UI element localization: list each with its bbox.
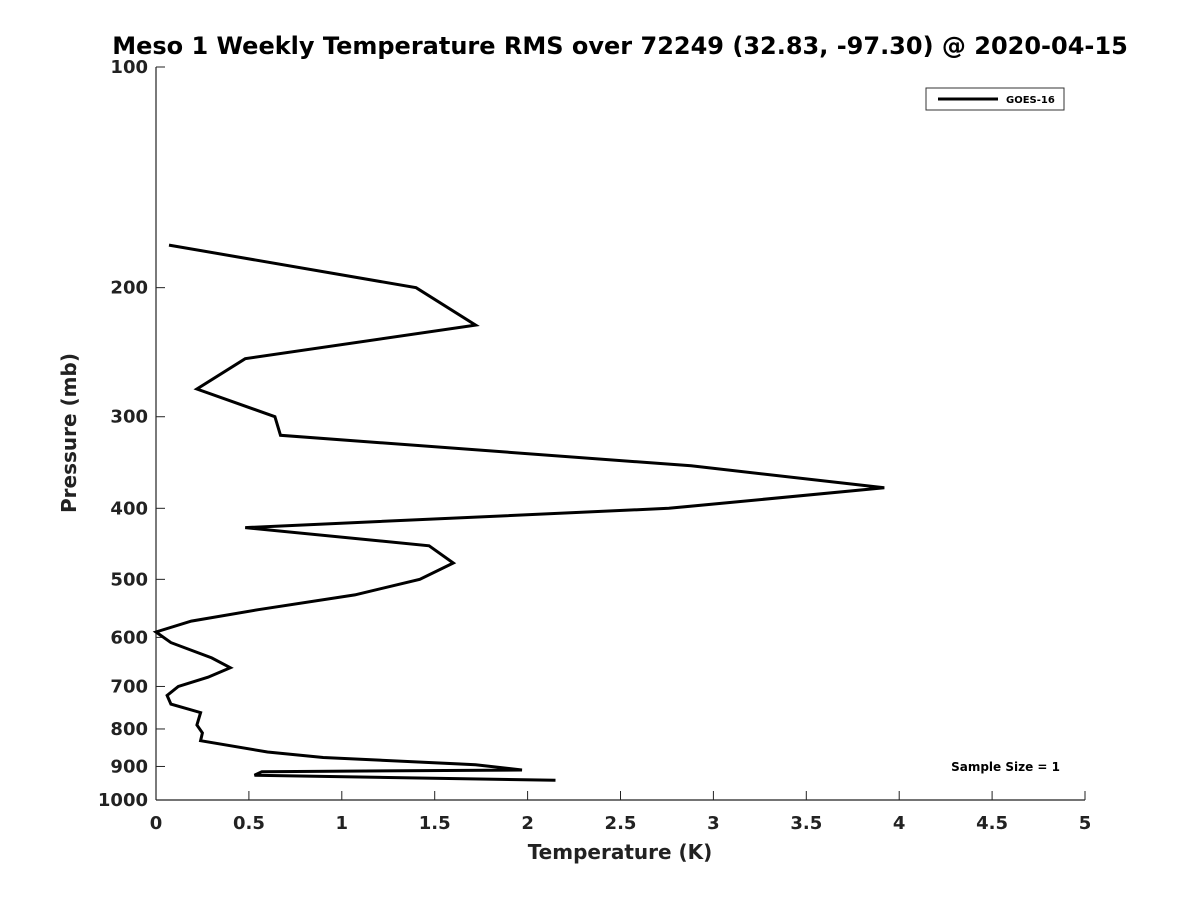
series-line-goes-16 [152, 243, 885, 782]
y-tick-label: 200 [110, 278, 148, 299]
legend: GOES-16 [925, 87, 1065, 111]
x-tick-label: 3 [707, 813, 720, 834]
x-tick-label: 0 [150, 813, 163, 834]
x-tick-label: 5 [1079, 813, 1092, 834]
y-tick-label: 700 [110, 676, 148, 697]
x-tick-label: 4 [893, 813, 906, 834]
x-tick-label: 1 [336, 813, 349, 834]
y-tick-label: 500 [110, 569, 148, 590]
y-tick-label: 1000 [98, 790, 148, 811]
x-tick-label: 1.5 [419, 813, 451, 834]
series-layer [152, 243, 885, 782]
y-tick-label: 600 [110, 627, 148, 648]
x-tick-label: 3.5 [790, 813, 822, 834]
y-tick-label: 400 [110, 498, 148, 519]
y-tick-label: 800 [110, 719, 148, 740]
ticks: 0 0.5 1 1.5 2 2.5 3 3.5 4 4.5 5 100 200 300 400 500 600 7… [98, 57, 1091, 834]
axes [155, 67, 1085, 801]
y-axis-label: Pressure (mb) [57, 353, 81, 513]
x-tick-label: 4.5 [976, 813, 1008, 834]
chart-title: Meso 1 Weekly Temperature RMS over 72249… [112, 32, 1128, 60]
y-tick-label: 900 [110, 756, 148, 777]
sample-size-annotation: Sample Size = 1 [951, 760, 1060, 774]
y-tick-label: 100 [110, 57, 148, 78]
x-tick-label: 2 [521, 813, 534, 834]
x-tick-label: 0.5 [233, 813, 265, 834]
y-tick-label: 300 [110, 407, 148, 428]
x-axis-label: Temperature (K) [528, 840, 713, 864]
x-tick-label: 2.5 [605, 813, 637, 834]
legend-label: GOES-16 [1006, 95, 1055, 106]
